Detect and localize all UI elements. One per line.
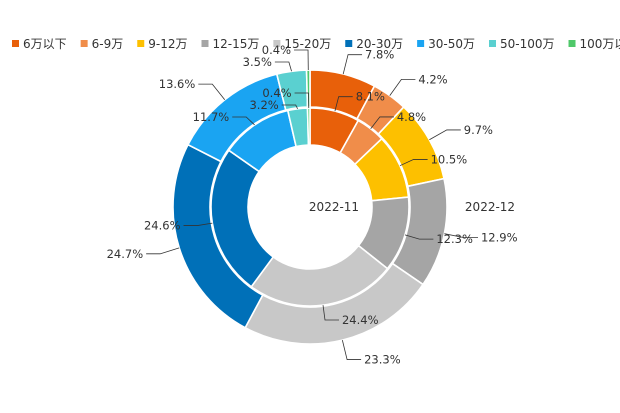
data-label: 4.8% bbox=[397, 110, 426, 124]
legend-swatch[interactable] bbox=[12, 40, 19, 47]
leader-line bbox=[444, 233, 478, 238]
leader-line bbox=[198, 83, 226, 101]
legend-label[interactable]: 6-9万 bbox=[92, 37, 124, 51]
legend-swatch[interactable] bbox=[201, 40, 209, 47]
legend-swatch[interactable] bbox=[345, 40, 353, 47]
leader-line bbox=[429, 129, 461, 141]
legend-swatch[interactable] bbox=[417, 40, 425, 47]
legend-swatch[interactable] bbox=[273, 40, 281, 47]
outer-ring-slice[interactable] bbox=[305, 69, 311, 108]
data-label: 10.5% bbox=[431, 152, 468, 166]
data-label: 3.5% bbox=[243, 55, 272, 69]
legend-label[interactable]: 20-30万 bbox=[356, 37, 403, 51]
leader-line bbox=[399, 159, 428, 167]
data-label: 13.6% bbox=[159, 77, 196, 91]
data-label: 0.4% bbox=[262, 86, 291, 100]
legend-label[interactable]: 30-50万 bbox=[428, 37, 475, 51]
leader-line bbox=[281, 104, 298, 109]
leader-line bbox=[274, 61, 292, 72]
data-label: 3.2% bbox=[249, 98, 278, 112]
outer-series-label: 2022-12 bbox=[465, 200, 515, 214]
inner-ring-slice[interactable] bbox=[306, 107, 311, 146]
donut-rings bbox=[172, 69, 448, 345]
data-labels: 8.1%4.8%10.5%12.3%24.4%24.6%11.7%3.2%0.4… bbox=[107, 43, 518, 367]
leader-line bbox=[342, 54, 363, 75]
leader-line bbox=[322, 305, 339, 321]
leader-line bbox=[294, 92, 310, 109]
legend-label[interactable]: 6万以下 bbox=[23, 37, 67, 51]
leader-lines bbox=[146, 49, 478, 360]
data-label: 24.7% bbox=[107, 247, 144, 261]
leader-line bbox=[183, 222, 213, 226]
leader-line bbox=[389, 78, 416, 96]
legend-label[interactable]: 15-20万 bbox=[284, 37, 331, 51]
legend-label[interactable]: 100万以上 bbox=[580, 37, 620, 51]
legend: 6万以下 6-9万 9-12万 12-15万 15-20万 20-30万 30-50万 50-… bbox=[12, 37, 620, 51]
data-label: 24.6% bbox=[144, 219, 181, 233]
data-label: 0.4% bbox=[262, 43, 291, 57]
legend-swatch[interactable] bbox=[489, 40, 496, 47]
data-label: 23.3% bbox=[364, 353, 401, 367]
leader-line bbox=[404, 234, 434, 240]
legend-label[interactable]: 9-12万 bbox=[148, 37, 187, 51]
leader-line bbox=[370, 116, 394, 130]
leader-line bbox=[294, 49, 309, 71]
data-label: 12.3% bbox=[436, 232, 473, 246]
legend-label[interactable]: 50-100万 bbox=[500, 37, 555, 51]
data-label: 11.7% bbox=[193, 110, 230, 124]
leader-line bbox=[341, 340, 362, 360]
data-label: 7.8% bbox=[365, 48, 394, 62]
data-label: 4.2% bbox=[418, 72, 447, 86]
data-label: 24.4% bbox=[342, 313, 379, 327]
legend-swatch[interactable] bbox=[80, 40, 88, 47]
data-label: 9.7% bbox=[464, 123, 493, 137]
leader-line bbox=[146, 247, 180, 255]
leader-line bbox=[232, 116, 255, 126]
inner-series-label: 2022-11 bbox=[309, 200, 359, 214]
data-label: 8.1% bbox=[356, 90, 385, 104]
legend-swatch[interactable] bbox=[568, 40, 576, 47]
legend-swatch[interactable] bbox=[137, 40, 145, 47]
leader-line bbox=[334, 96, 353, 112]
legend-label[interactable]: 12-15万 bbox=[213, 37, 260, 51]
data-label: 12.9% bbox=[481, 231, 518, 245]
